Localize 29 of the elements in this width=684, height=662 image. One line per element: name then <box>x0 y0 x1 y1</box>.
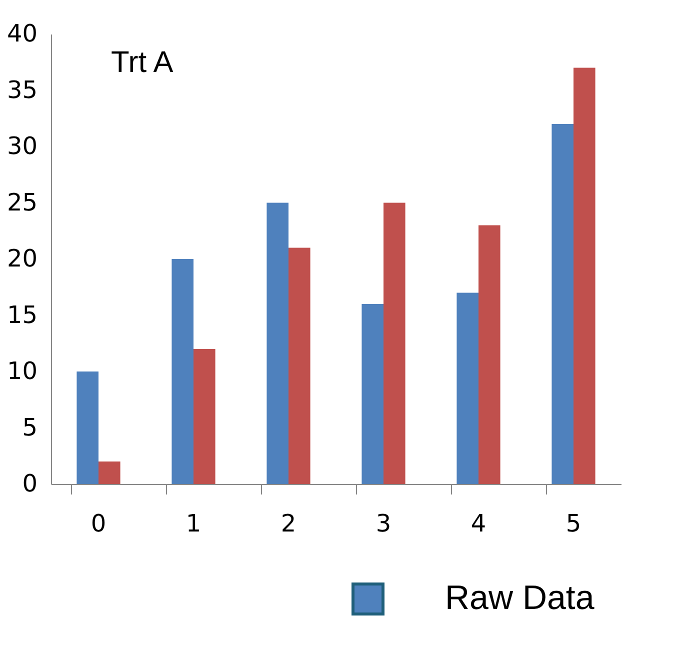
bar <box>574 68 596 484</box>
y-tick-label: 25 <box>6 188 38 216</box>
y-tick-label: 35 <box>6 76 38 104</box>
bar <box>266 202 288 484</box>
bar <box>362 304 384 484</box>
x-tick-label: 4 <box>470 510 486 538</box>
bar <box>478 225 500 484</box>
bar <box>194 349 216 484</box>
legend-label: Raw Data <box>445 579 594 617</box>
y-tick-label: 0 <box>22 470 38 498</box>
bar <box>384 202 406 484</box>
bar <box>98 462 120 484</box>
bar <box>172 259 194 484</box>
x-tick-label: 5 <box>566 510 582 538</box>
x-tick-label: 2 <box>280 510 296 538</box>
bar <box>552 124 574 484</box>
y-tick-label: 20 <box>6 244 38 272</box>
y-tick-label: 40 <box>6 20 38 48</box>
y-tick-label: 15 <box>6 300 38 329</box>
bar <box>288 248 310 484</box>
x-tick-label: 3 <box>376 510 392 538</box>
bar <box>456 292 478 484</box>
chart-title: Trt A <box>111 46 174 79</box>
bar <box>76 372 98 484</box>
x-tick-label: 1 <box>186 510 202 538</box>
y-tick-label: 5 <box>22 413 38 442</box>
y-tick-label: 10 <box>6 357 38 385</box>
y-tick-label: 30 <box>6 132 38 160</box>
x-tick-label: 0 <box>90 510 106 538</box>
